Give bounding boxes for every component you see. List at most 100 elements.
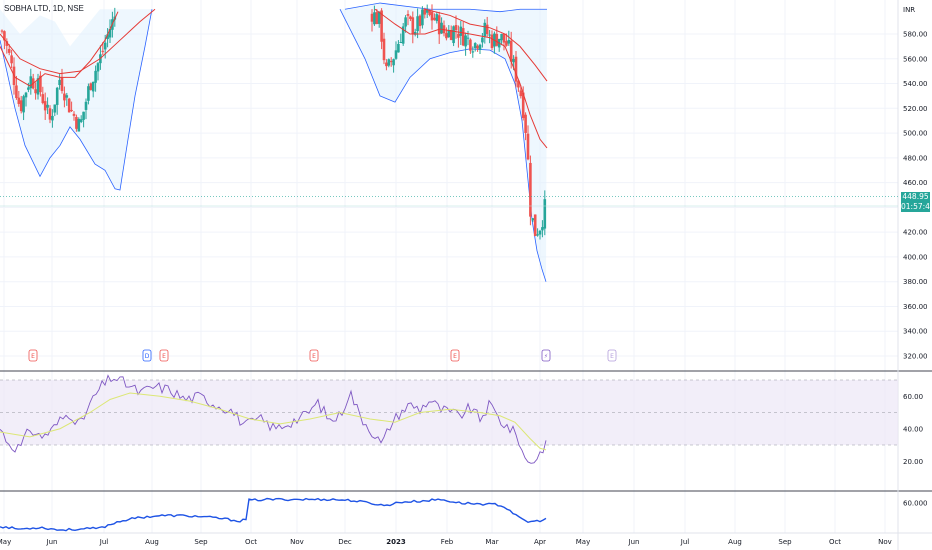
time-tick: Aug: [145, 538, 159, 546]
candle-body: [454, 25, 458, 31]
event-markers[interactable]: E D E E E ⚡ E: [28, 349, 617, 362]
time-tick: Mar: [485, 538, 498, 546]
ma-line: [424, 8, 548, 82]
candle-body: [77, 118, 81, 132]
price-tick: 500.00: [903, 130, 928, 138]
candle-body: [67, 98, 71, 113]
candle-body: [543, 199, 547, 229]
candle-body: [15, 85, 18, 98]
candle-body: [519, 90, 523, 97]
candle-body: [514, 56, 518, 82]
event-icon-frame: [159, 349, 169, 362]
candle-body: [531, 218, 535, 221]
time-tick: Jun: [46, 538, 58, 546]
candle-body: [55, 87, 59, 105]
candle-body: [87, 86, 90, 101]
candle-body: [3, 31, 6, 41]
price-tick: 480.00: [903, 154, 928, 162]
candle-body: [488, 34, 491, 36]
candle-body: [94, 70, 97, 83]
candle-body: [106, 34, 109, 40]
candle-body: [84, 101, 88, 110]
ma-line: [0, 11, 119, 87]
price-tick: 520.00: [903, 105, 928, 113]
candle-body: [22, 96, 25, 113]
candle-body: [524, 114, 527, 133]
candle-body: [502, 33, 506, 43]
candle-body: [533, 214, 537, 236]
candle-body: [82, 111, 85, 120]
event-icon-frame: [607, 349, 617, 362]
candle-body: [7, 49, 11, 53]
time-tick: May: [0, 538, 11, 546]
earnings-event-icon: ⚡: [541, 349, 551, 362]
earnings-event-icon: D: [142, 349, 152, 362]
candle-body: [103, 42, 107, 50]
candle-body: [457, 33, 460, 38]
candle-body: [433, 17, 436, 20]
event-icon-label: E: [31, 353, 35, 360]
candle-body: [541, 227, 544, 231]
candle-body: [445, 33, 448, 39]
earnings-event-icon: E: [309, 349, 319, 362]
price-axis[interactable]: INR 580.00 560.00 540.00 520.00 500.00 480.00 4…: [903, 6, 928, 361]
event-icon-label: E: [453, 353, 457, 360]
time-tick: 2023: [386, 538, 406, 546]
event-icon-frame: [541, 349, 551, 362]
price-tick: 420.00: [903, 229, 928, 237]
candle-body: [428, 10, 431, 15]
rsi-tick: 60.00: [903, 393, 923, 401]
candle-body: [17, 97, 21, 104]
candle-body: [459, 26, 463, 36]
earnings-event-icon: E: [159, 349, 169, 362]
ma-line: [374, 8, 548, 149]
candle-body: [529, 162, 532, 217]
candle-body: [51, 115, 54, 121]
candle-body: [517, 80, 520, 88]
candle-body: [382, 38, 386, 61]
candle-body: [509, 40, 513, 62]
time-tick: Sep: [194, 538, 208, 546]
symbol-title[interactable]: SOBHA LTD, 1D, NSE: [4, 4, 84, 13]
candle-body: [46, 104, 49, 108]
candle-body: [478, 44, 482, 50]
moving-average: [0, 8, 898, 207]
price-tick: 400.00: [903, 253, 928, 261]
candle-body: [397, 43, 400, 53]
candle-body: [500, 34, 503, 41]
time-tick: Nov: [290, 538, 304, 546]
price-tick: 360.00: [903, 303, 928, 311]
time-tick: Oct: [829, 538, 841, 546]
candle-body: [48, 108, 52, 120]
ma-line: [0, 8, 156, 75]
candle-body: [91, 81, 95, 92]
time-tick: May: [576, 538, 590, 546]
event-icon-label: E: [610, 353, 614, 360]
candle-body: [394, 50, 398, 59]
bollinger-bands: [0, 2, 547, 282]
candle-body: [75, 116, 78, 129]
candle-body: [89, 83, 93, 90]
price-tick: 560.00: [903, 55, 928, 63]
candle-body: [39, 75, 42, 93]
earnings-event-icon: E: [450, 349, 460, 362]
rsi-pane: 60.00 40.00 20.00: [0, 374, 923, 466]
candle-body: [389, 61, 393, 63]
candle-body: [60, 77, 64, 91]
candle-body: [483, 22, 487, 37]
time-tick: Jul: [99, 538, 109, 546]
candle-body: [58, 79, 61, 86]
candle-body: [375, 12, 379, 25]
time-axis[interactable]: May Jun Jul Aug Sep Oct Nov Dec 2023 Feb Mar Apr May…: [0, 538, 892, 546]
candle-body: [10, 55, 13, 64]
candle-body: [53, 104, 57, 113]
candle-body: [385, 62, 388, 67]
bb-upper-line: [344, 2, 547, 13]
candle-body: [461, 28, 465, 46]
candle-body: [373, 12, 376, 25]
candle-body: [377, 11, 381, 24]
candle-body: [380, 10, 383, 42]
candle-body: [43, 101, 47, 111]
candle-body: [418, 15, 422, 27]
